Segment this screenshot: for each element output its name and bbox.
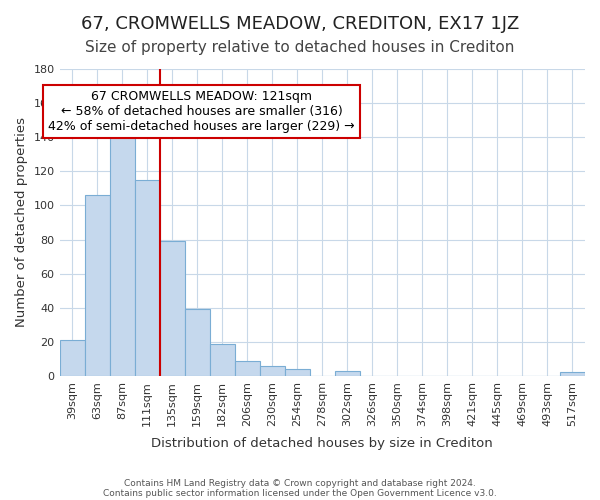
- Y-axis label: Number of detached properties: Number of detached properties: [15, 118, 28, 328]
- Text: 67 CROMWELLS MEADOW: 121sqm
← 58% of detached houses are smaller (316)
42% of se: 67 CROMWELLS MEADOW: 121sqm ← 58% of det…: [48, 90, 355, 134]
- Bar: [260, 366, 285, 376]
- Bar: [134, 180, 160, 376]
- Bar: [59, 340, 85, 376]
- Bar: [110, 127, 134, 376]
- X-axis label: Distribution of detached houses by size in Crediton: Distribution of detached houses by size …: [151, 437, 493, 450]
- Text: 67, CROMWELLS MEADOW, CREDITON, EX17 1JZ: 67, CROMWELLS MEADOW, CREDITON, EX17 1JZ: [81, 15, 519, 33]
- Bar: [335, 371, 360, 376]
- Bar: [285, 369, 310, 376]
- Bar: [235, 360, 260, 376]
- Bar: [160, 241, 185, 376]
- Bar: [209, 344, 235, 376]
- Text: Contains public sector information licensed under the Open Government Licence v3: Contains public sector information licen…: [103, 488, 497, 498]
- Bar: [560, 372, 585, 376]
- Text: Contains HM Land Registry data © Crown copyright and database right 2024.: Contains HM Land Registry data © Crown c…: [124, 478, 476, 488]
- Text: Size of property relative to detached houses in Crediton: Size of property relative to detached ho…: [85, 40, 515, 55]
- Bar: [185, 310, 209, 376]
- Bar: [85, 195, 110, 376]
